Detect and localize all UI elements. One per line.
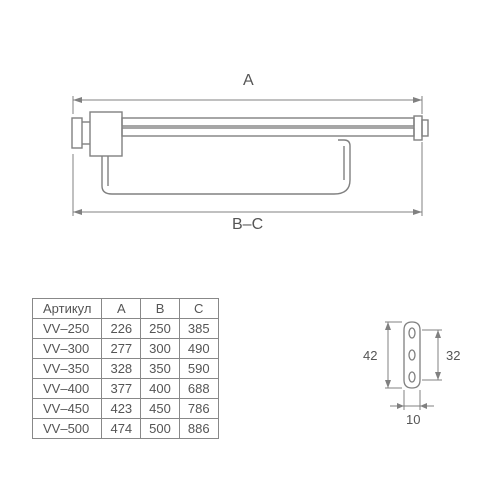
dim-label-a: A — [243, 72, 254, 90]
col-c: C — [179, 299, 218, 319]
table-row: VV–500474500886 — [33, 419, 219, 439]
table-row: VV–400377400688 — [33, 379, 219, 399]
col-article: Артикул — [33, 299, 102, 319]
col-a: A — [102, 299, 141, 319]
table-row: VV–350328350590 — [33, 359, 219, 379]
dim-32: 32 — [446, 348, 460, 363]
col-b: B — [141, 299, 180, 319]
table-row: VV–300277300490 — [33, 339, 219, 359]
spec-table: Артикул A B C VV–250226250385 VV–3002773… — [32, 298, 219, 439]
dim-label-bc: B–C — [232, 216, 263, 234]
table-header: Артикул A B C — [33, 299, 219, 319]
table-row: VV–450423450786 — [33, 399, 219, 419]
dim-42: 42 — [363, 348, 377, 363]
dim-10: 10 — [406, 412, 420, 427]
table-row: VV–250226250385 — [33, 319, 219, 339]
bracket-detail — [330, 300, 500, 460]
